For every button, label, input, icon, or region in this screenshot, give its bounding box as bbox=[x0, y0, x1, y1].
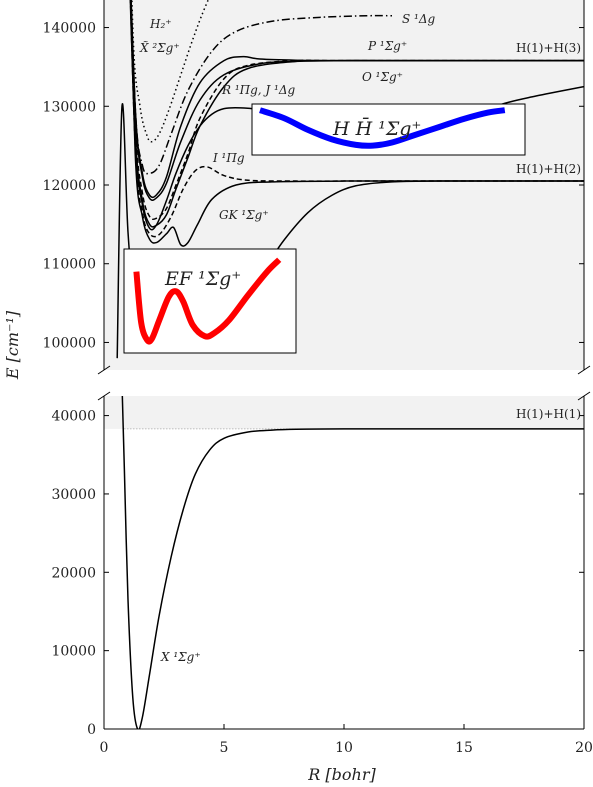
lower-panel-curves bbox=[121, 396, 584, 729]
highlight-h-h-g bbox=[259, 107, 506, 149]
y-axis-label: E [cm⁻¹] bbox=[3, 310, 22, 380]
label-gk-state: GK ¹Σg⁺ bbox=[219, 208, 269, 222]
y-tick-label: 10000 bbox=[51, 644, 96, 660]
x-axis-label: R [bohr] bbox=[307, 765, 376, 784]
curve-h-x-g bbox=[131, 0, 209, 143]
y-tick-label: 30000 bbox=[51, 487, 96, 503]
asymptote-label-h1-h3: H(1)+H(3) bbox=[516, 41, 581, 55]
label-h2-plus: H₂⁺ bbox=[149, 17, 172, 31]
y-tick-label: 40000 bbox=[51, 409, 96, 425]
y-tick-label: 100000 bbox=[43, 335, 96, 351]
x-tick-label: 20 bbox=[575, 740, 593, 756]
curve-x-g bbox=[121, 396, 584, 729]
label-h2-plus-ground-state: X̃ ²Σg⁺ bbox=[139, 40, 180, 55]
highlight-ef-g bbox=[133, 257, 282, 345]
asymptote-label-h1-h1: H(1)+H(1) bbox=[516, 407, 581, 421]
label-r-j-states: R ¹Πg, J ¹Δg bbox=[221, 83, 296, 97]
label-i-state: I ¹Πg bbox=[212, 151, 245, 165]
highlighted-curves bbox=[133, 107, 506, 345]
curve-r-g bbox=[130, 0, 584, 221]
y-tick-label: 140000 bbox=[43, 21, 96, 37]
x-tick-label: 5 bbox=[220, 740, 229, 756]
y-tick-label: 0 bbox=[87, 722, 96, 738]
label-hhbar-state: H H̄ ¹Σg⁺ bbox=[332, 117, 421, 140]
label-p-state: P ¹Σg⁺ bbox=[367, 39, 407, 53]
y-tick-label: 20000 bbox=[51, 565, 96, 581]
y-tick-label: 110000 bbox=[43, 257, 96, 273]
x-tick-label: 15 bbox=[455, 740, 473, 756]
axis-ticks: 100000 110000 120000 130000 140000 0 10000 2000… bbox=[43, 21, 593, 756]
y-tick-label: 130000 bbox=[43, 99, 96, 115]
curve-gk-g bbox=[129, 0, 584, 247]
axis-break-marks bbox=[97, 365, 591, 401]
lower-shaded-region bbox=[104, 396, 584, 429]
x-tick-label: 0 bbox=[100, 740, 109, 756]
y-tick-label: 120000 bbox=[43, 178, 96, 194]
label-ef-state: EF ¹Σg⁺ bbox=[164, 268, 241, 290]
label-x-state: X ¹Σg⁺ bbox=[160, 650, 201, 664]
label-s-state: S ¹Δg bbox=[402, 12, 436, 26]
asymptote-label-h1-h2: H(1)+H(2) bbox=[516, 162, 581, 176]
x-tick-label: 10 bbox=[335, 740, 353, 756]
label-o-state: O ¹Σg⁺ bbox=[362, 70, 403, 84]
